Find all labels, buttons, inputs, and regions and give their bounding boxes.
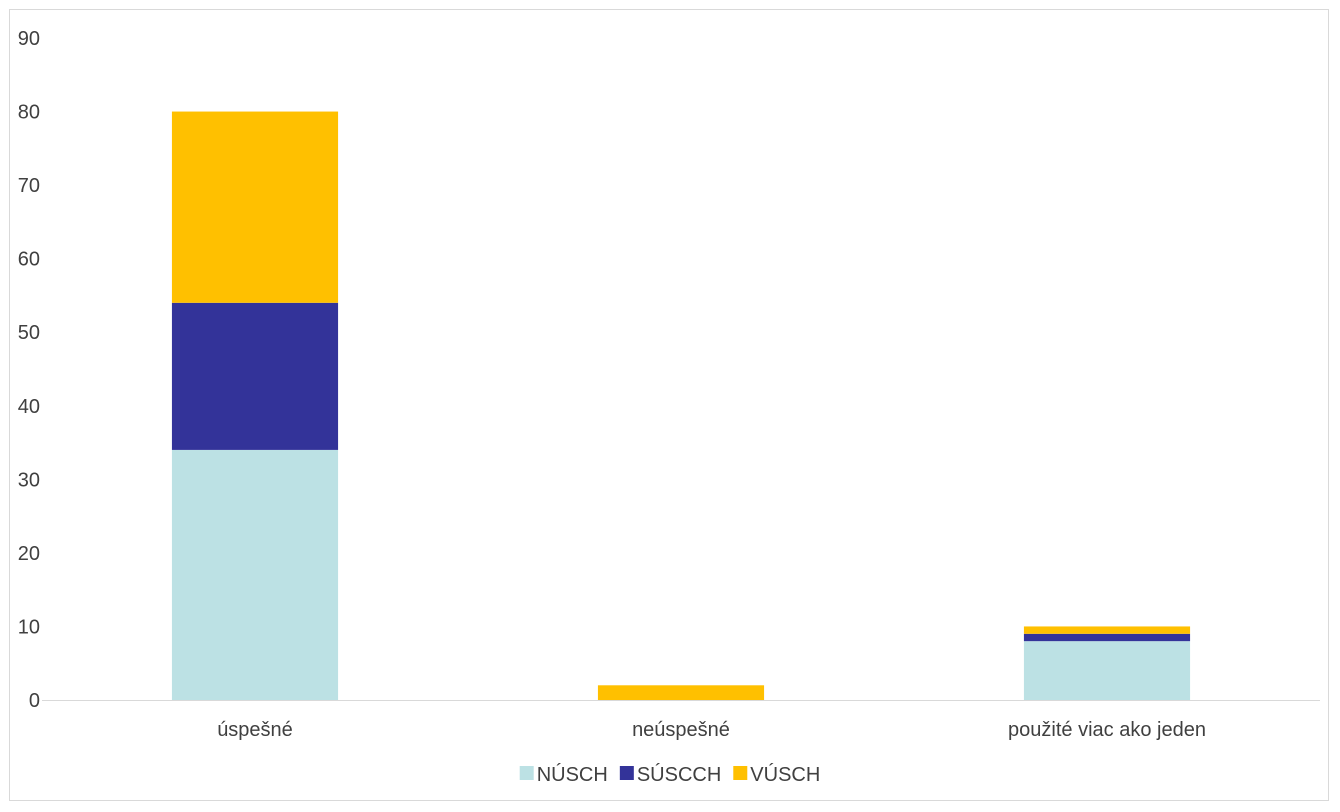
legend-swatch — [519, 766, 534, 780]
legend-label: VÚSCH — [750, 763, 820, 786]
legend: NÚSCH SÚSCCH VÚSCH — [519, 763, 820, 786]
bar-segment — [1023, 641, 1191, 700]
y-tick-label: 80 — [18, 102, 40, 124]
legend-label: SÚSCCH — [637, 763, 721, 786]
bar-segment — [1023, 633, 1191, 642]
legend-item: NÚSCH — [519, 763, 608, 786]
y-tick-label: 60 — [18, 249, 40, 271]
bar-segment — [171, 302, 339, 450]
legend-item: SÚSCCH — [619, 763, 721, 786]
y-tick-label: 10 — [18, 616, 40, 638]
legend-swatch — [733, 766, 748, 780]
legend-item: VÚSCH — [733, 763, 820, 786]
y-tick-label: 0 — [29, 690, 40, 712]
bars — [171, 111, 1191, 700]
legend-swatch — [619, 766, 634, 780]
y-tick-label: 40 — [18, 396, 40, 418]
x-axis: úspešné neúspešné použité viac ako jeden — [217, 719, 1206, 741]
x-tick-label: úspešné — [217, 719, 293, 741]
y-axis: 0 10 20 30 40 50 60 70 80 90 — [18, 28, 40, 712]
y-tick-label: 30 — [18, 469, 40, 491]
legend-label: NÚSCH — [537, 763, 608, 786]
bar-segment — [1023, 626, 1191, 634]
bar-segment — [597, 685, 765, 700]
y-tick-label: 50 — [18, 322, 40, 344]
y-tick-label: 70 — [18, 175, 40, 197]
bar-segment — [171, 111, 339, 303]
x-tick-label: použité viac ako jeden — [1008, 719, 1206, 741]
bar-segment — [171, 449, 339, 700]
x-tick-label: neúspešné — [632, 719, 730, 741]
y-tick-label: 20 — [18, 543, 40, 565]
y-tick-label: 90 — [18, 28, 40, 50]
